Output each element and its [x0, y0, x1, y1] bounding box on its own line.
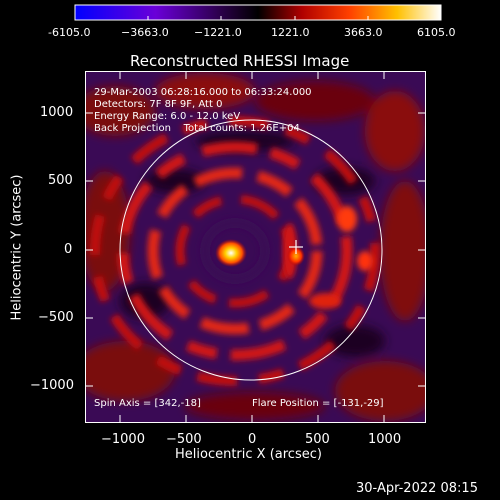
- colorbar-tick-label: −3663.0: [121, 26, 169, 39]
- colorbar-tick-label: 3663.0: [344, 26, 383, 39]
- plot-title: Reconstructed RHESSI Image: [130, 52, 350, 70]
- timestamp: 30-Apr-2022 08:15: [356, 481, 478, 496]
- x-tick-label: −1000: [101, 432, 145, 447]
- colorbar-tick-label: 1221.0: [271, 26, 310, 39]
- y-tick-label: 0: [64, 242, 73, 257]
- y-axis-label: Heliocentric Y (arcsec): [9, 174, 25, 321]
- flare-position-label: Flare Position = [-131,-29]: [252, 398, 384, 409]
- colorbar-tick-label: -6105.0: [48, 26, 91, 39]
- colorbar-tick-label: −1221.0: [194, 26, 242, 39]
- x-axis-ticks: [119, 71, 385, 423]
- flare-position-marker: [289, 240, 303, 254]
- y-tick-label: 1000: [40, 105, 74, 120]
- info-energy-range: Energy Range: 6.0 - 12.0 keV: [94, 111, 241, 122]
- x-tick-label: −500: [166, 432, 202, 447]
- colorbar-tick-label: 6105.0: [417, 26, 456, 39]
- y-tick-label: −500: [38, 310, 74, 325]
- y-tick-label: 500: [48, 173, 73, 188]
- solar-limb-circle: [119, 119, 383, 381]
- colorbar: [74, 4, 442, 21]
- y-axis-ticks: [85, 112, 426, 387]
- spin-axis-label: Spin Axis = [342,-18]: [94, 398, 201, 409]
- info-detectors: Detectors: 7F 8F 9F, Att 0: [94, 99, 223, 110]
- plot-frame: [85, 71, 426, 423]
- info-time-range: 29-Mar-2003 06:28:16.000 to 06:33:24.000: [94, 87, 312, 98]
- colorbar-gradient: [74, 4, 442, 21]
- info-method-counts: Back Projection Total counts: 1.26E+04: [94, 123, 300, 134]
- x-tick-label: 1000: [368, 432, 402, 447]
- x-tick-label: 500: [305, 432, 330, 447]
- x-tick-label: 0: [248, 432, 257, 447]
- x-axis-label: Heliocentric X (arcsec): [175, 447, 322, 462]
- y-tick-label: −1000: [30, 378, 74, 393]
- rhessi-image: [85, 71, 426, 423]
